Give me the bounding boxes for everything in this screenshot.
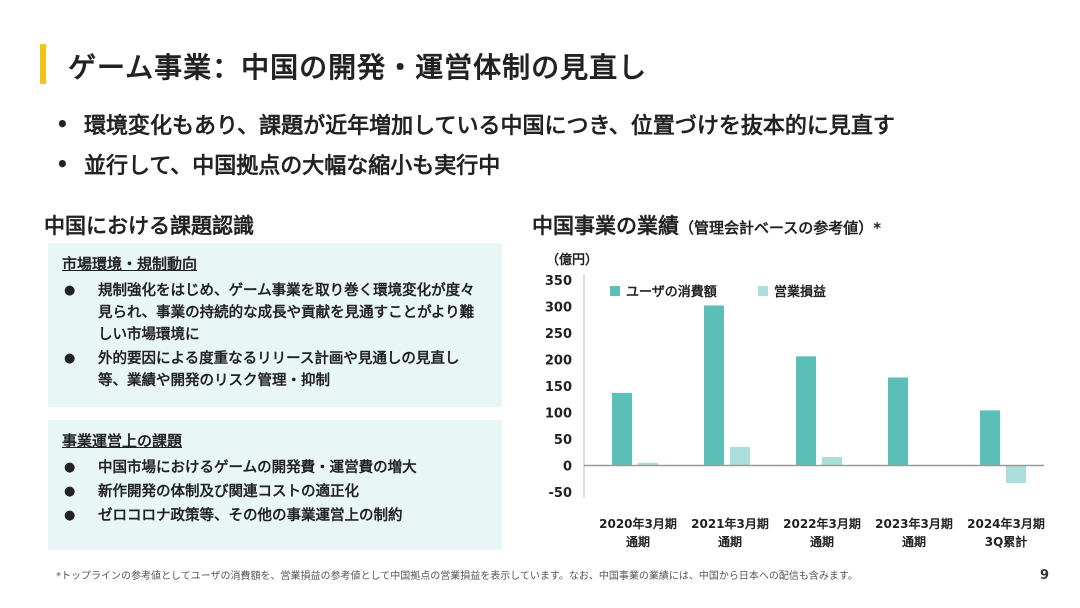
bullet-dot-icon: •: [56, 152, 69, 176]
list-item-text: 中国市場におけるゲームの開発費・運営費の増大: [98, 460, 417, 476]
x-tick-label: 通期: [902, 534, 926, 549]
y-tick-label: 0: [563, 460, 572, 475]
legend-swatch: [758, 286, 768, 296]
page-title: ゲーム事業：中国の開発・運営体制の見直し: [68, 51, 648, 84]
legend-label: ユーザの消費額: [626, 284, 717, 300]
summary-bullet-text: 並行して、中国拠点の大幅な縮小も実行中: [84, 154, 501, 179]
x-tick-label: 2023年3月期: [875, 516, 953, 531]
list-item-text: 新作開発の体制及び関連コストの適正化: [98, 484, 359, 500]
title-accent-bar: [40, 44, 46, 84]
x-tick-label: 2024年3月期: [967, 516, 1045, 531]
list-item-text: 外的要因による度重なるリリース計画や見通しの見直し等、業績や開発のリスク管理・抑…: [98, 351, 460, 389]
x-tick-label: 通期: [626, 534, 650, 549]
results-bar-chart: （億円）350300250200150100500-502020年3月期通期20…: [545, 252, 1045, 549]
x-tick-label: 2020年3月期: [599, 516, 677, 531]
chart-bar: [704, 305, 724, 466]
list-item: ● 新作開発の体制及び関連コストの適正化: [62, 481, 488, 503]
results-title-main: 中国事業の業績: [532, 214, 679, 238]
bullet-circle-icon: ●: [64, 508, 76, 523]
business-operation-heading: 事業運営上の課題: [62, 432, 183, 450]
footnote: *トップラインの参考値としてユーザの消費額を、営業損益の参考値として中国拠点の営…: [56, 571, 858, 582]
chart-bar: [888, 377, 908, 466]
y-unit-label: （億円）: [546, 252, 598, 268]
market-environment-box: 市場環境・規制動向 ● 規制強化をはじめ、ゲーム事業を取り巻く環境変化が度々見ら…: [48, 243, 502, 407]
y-tick-label: 150: [545, 380, 572, 395]
results-chart: （億円） 350 300 250 200 150 100 50 0 -50 2020年3月期 通期 20…: [528, 236, 1048, 556]
chart-bar: [1006, 465, 1026, 483]
page-number: 9: [1040, 568, 1050, 583]
list-item: ● ゼロコロナ政策等、その他の事業運営上の制約: [62, 505, 488, 527]
y-tick-label: -50: [549, 486, 573, 501]
summary-bullet-text: 環境変化もあり、課題が近年増加している中国につき、位置づけを抜本的に見直す: [84, 114, 895, 139]
bullet-circle-icon: ●: [64, 484, 76, 499]
legend-swatch: [610, 286, 620, 296]
bullet-circle-icon: ●: [64, 351, 76, 366]
chart-bar: [638, 462, 658, 466]
x-tick-label: 2021年3月期: [691, 516, 769, 531]
results-title-sub: （管理会計ベースの参考値）*: [679, 219, 882, 237]
business-operation-box: 事業運営上の課題 ● 中国市場におけるゲームの開発費・運営費の増大 ● 新作開発…: [48, 420, 502, 550]
list-item: ● 中国市場におけるゲームの開発費・運営費の増大: [62, 457, 488, 479]
y-tick-label: 200: [545, 354, 572, 369]
list-item-text: 規制強化をはじめ、ゲーム事業を取り巻く環境変化が度々見られ、事業の持続的な成長や…: [98, 283, 475, 343]
chart-bar: [980, 410, 1000, 466]
summary-bullet: • 環境変化もあり、課題が近年増加している中国につき、位置づけを抜本的に見直す: [56, 104, 895, 144]
y-tick-label: 50: [554, 433, 572, 448]
bullet-dot-icon: •: [56, 112, 69, 136]
results-section-title: 中国事業の業績（管理会計ベースの参考値）*: [532, 210, 881, 240]
chart-bar: [796, 356, 816, 466]
x-tick-label: 通期: [718, 534, 742, 549]
chart-bar: [730, 446, 750, 466]
y-tick-label: 300: [545, 301, 572, 316]
list-item-text: ゼロコロナ政策等、その他の事業運営上の制約: [98, 508, 403, 524]
issues-section-title: 中国における課題認識: [44, 214, 254, 238]
chart-bar: [822, 457, 842, 466]
market-environment-heading: 市場環境・規制動向: [62, 255, 198, 273]
bullet-circle-icon: ●: [64, 283, 76, 298]
x-tick-label: 3Q累計: [985, 534, 1028, 549]
summary-bullet: • 並行して、中国拠点の大幅な縮小も実行中: [56, 144, 895, 184]
x-tick-label: 2022年3月期: [783, 516, 861, 531]
summary-bullets: • 環境変化もあり、課題が近年増加している中国につき、位置づけを抜本的に見直す …: [56, 104, 895, 184]
list-item: ● 外的要因による度重なるリリース計画や見通しの見直し等、業績や開発のリスク管理…: [62, 348, 488, 392]
x-tick-label: 通期: [810, 534, 834, 549]
bullet-circle-icon: ●: [64, 460, 76, 475]
list-item: ● 規制強化をはじめ、ゲーム事業を取り巻く環境変化が度々見られ、事業の持続的な成…: [62, 280, 488, 346]
legend-label: 営業損益: [774, 284, 826, 300]
y-tick-label: 100: [545, 407, 572, 422]
chart-bar: [612, 392, 632, 466]
y-tick-label: 250: [545, 327, 572, 342]
y-tick-label: 350: [545, 274, 572, 289]
